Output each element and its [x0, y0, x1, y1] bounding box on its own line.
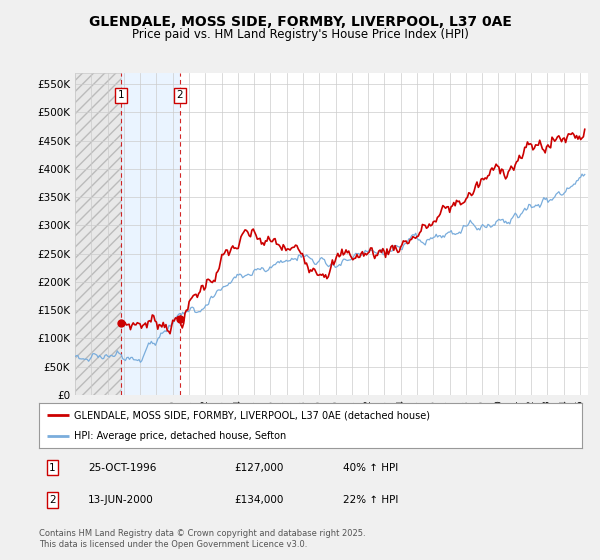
Text: 13-JUN-2000: 13-JUN-2000 — [88, 495, 154, 505]
Text: £127,000: £127,000 — [235, 463, 284, 473]
Text: Price paid vs. HM Land Registry's House Price Index (HPI): Price paid vs. HM Land Registry's House … — [131, 28, 469, 41]
Text: GLENDALE, MOSS SIDE, FORMBY, LIVERPOOL, L37 0AE (detached house): GLENDALE, MOSS SIDE, FORMBY, LIVERPOOL, … — [74, 410, 430, 421]
Text: 2: 2 — [49, 495, 56, 505]
Text: HPI: Average price, detached house, Sefton: HPI: Average price, detached house, Seft… — [74, 431, 287, 441]
Text: 1: 1 — [118, 90, 124, 100]
Text: 25-OCT-1996: 25-OCT-1996 — [88, 463, 156, 473]
Text: 40% ↑ HPI: 40% ↑ HPI — [343, 463, 398, 473]
Text: GLENDALE, MOSS SIDE, FORMBY, LIVERPOOL, L37 0AE: GLENDALE, MOSS SIDE, FORMBY, LIVERPOOL, … — [89, 15, 511, 29]
Text: 1: 1 — [49, 463, 56, 473]
Text: 2: 2 — [177, 90, 184, 100]
Bar — [121, 73, 180, 395]
Text: 22% ↑ HPI: 22% ↑ HPI — [343, 495, 398, 505]
Bar — [75, 73, 121, 395]
Text: £134,000: £134,000 — [235, 495, 284, 505]
Text: Contains HM Land Registry data © Crown copyright and database right 2025.
This d: Contains HM Land Registry data © Crown c… — [39, 529, 365, 549]
